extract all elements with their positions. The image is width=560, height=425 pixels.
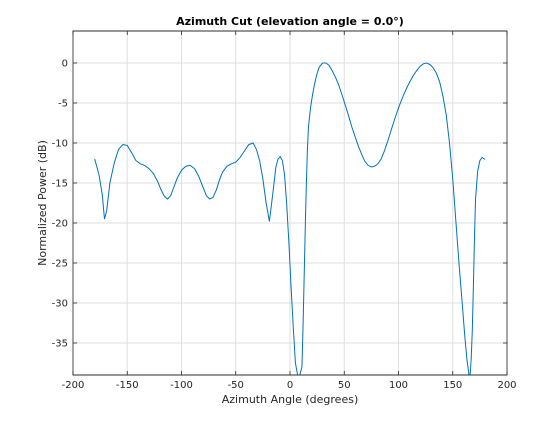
y-tick-label: -35 [52, 339, 68, 350]
x-tick-label: 100 [389, 380, 408, 391]
x-axis-label: Azimuth Angle (degrees) [222, 393, 359, 406]
series-line [94, 62, 486, 376]
x-tick-label: -200 [62, 380, 85, 391]
x-tick-label: -150 [116, 380, 139, 391]
y-tick-label: -10 [52, 139, 68, 150]
x-tick-label: -100 [170, 380, 193, 391]
y-tick-label: -25 [52, 259, 68, 270]
ticks [72, 31, 508, 375]
x-tick-label: 200 [497, 380, 516, 391]
x-tick-labels: -200 -150 -100 -50 0 50 100 150 200 [62, 380, 517, 391]
x-tick-label: -50 [228, 380, 244, 391]
series-layer [94, 62, 486, 376]
y-tick-labels: 0 -5 -10 -15 -20 -25 -30 -35 [52, 59, 68, 350]
y-tick-label: -5 [58, 99, 68, 110]
chart-title: Azimuth Cut (elevation angle = 0.0°) [176, 15, 404, 28]
y-tick-label: -20 [52, 219, 68, 230]
y-tick-label: 0 [62, 59, 68, 70]
x-tick-label: 0 [287, 380, 293, 391]
x-tick-label: 50 [338, 380, 351, 391]
y-axis-label: Normalized Power (dB) [36, 140, 49, 266]
x-tick-label: 150 [443, 380, 462, 391]
y-tick-label: -30 [52, 299, 68, 310]
y-tick-label: -15 [52, 179, 68, 190]
